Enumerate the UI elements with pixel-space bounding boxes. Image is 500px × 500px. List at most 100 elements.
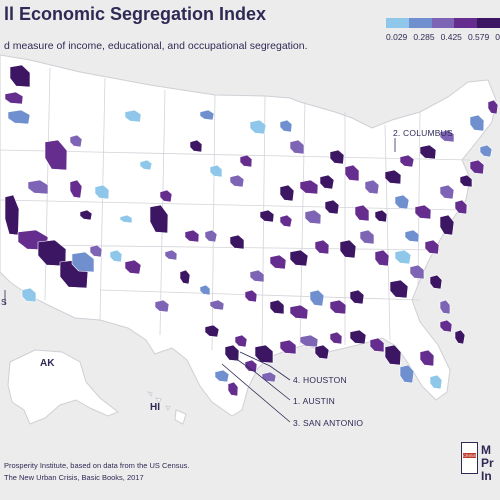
metro-area xyxy=(119,214,133,224)
metro-areas xyxy=(4,64,499,397)
metro-area xyxy=(71,251,95,273)
metro-area xyxy=(364,179,380,195)
metro-area xyxy=(279,339,297,355)
metro-area xyxy=(229,234,245,250)
callout-houston: 4. HOUSTON xyxy=(293,375,347,385)
legend-labels: 0.029 0.285 0.425 0.579 0 xyxy=(386,32,500,42)
metro-area xyxy=(314,239,330,255)
metro-area xyxy=(344,164,360,182)
metro-area xyxy=(244,289,258,303)
metro-area xyxy=(269,299,285,315)
metro-area xyxy=(419,349,435,367)
metro-area xyxy=(414,204,432,220)
legend-label: 0.285 xyxy=(413,32,435,42)
metro-area xyxy=(339,239,357,259)
source-line-2: The New Urban Crisis, Basic Books, 2017 xyxy=(4,473,144,482)
alaska-land xyxy=(7,349,119,425)
legend-swatch-4 xyxy=(454,18,478,28)
metro-area xyxy=(424,239,440,255)
metro-area xyxy=(164,249,178,261)
metro-area xyxy=(349,289,365,305)
metro-area xyxy=(329,149,345,165)
metro-area xyxy=(199,284,211,296)
metro-area xyxy=(124,259,142,275)
metro-area xyxy=(149,204,169,234)
us-land xyxy=(0,54,497,417)
metro-area xyxy=(227,381,239,397)
metro-area xyxy=(21,287,37,303)
metro-area xyxy=(439,319,453,333)
metro-area xyxy=(204,324,220,338)
metro-area xyxy=(439,129,455,143)
metro-area xyxy=(384,169,402,185)
metro-area xyxy=(389,279,409,299)
metro-area xyxy=(439,214,455,236)
metro-area xyxy=(254,344,274,364)
legend: 0.029 0.285 0.425 0.579 0 xyxy=(386,18,500,42)
logo-line: In xyxy=(481,469,492,483)
legend-label: 0.425 xyxy=(440,32,462,42)
metro-area xyxy=(239,154,253,168)
metro-area xyxy=(359,229,375,245)
metro-area xyxy=(229,174,245,188)
legend-swatch-1 xyxy=(386,18,409,28)
metro-area xyxy=(189,139,203,153)
metro-area xyxy=(289,139,305,155)
metro-area xyxy=(354,204,370,222)
legend-label: 0.579 xyxy=(467,32,490,42)
metro-area xyxy=(319,174,335,190)
logo-badge: CRISIS xyxy=(463,453,477,458)
legend-label: 0 xyxy=(495,32,500,42)
metro-area xyxy=(259,209,275,223)
metro-area xyxy=(429,374,443,390)
metro-area xyxy=(154,299,170,313)
metro-area xyxy=(329,299,347,315)
metro-area xyxy=(289,249,309,267)
metro-area xyxy=(199,109,215,121)
metro-area xyxy=(394,249,412,265)
metro-area xyxy=(324,199,340,215)
metro-area xyxy=(139,159,153,171)
metro-area xyxy=(209,299,225,311)
metro-area xyxy=(304,209,322,225)
metro-area xyxy=(159,189,173,203)
callout-columbus: 2. COLUMBUS xyxy=(393,128,453,138)
metro-area xyxy=(94,184,110,200)
metro-area xyxy=(184,229,200,243)
institute-logo: CRISIS M Pr In xyxy=(461,442,500,494)
source-line-1: Prosperity Institute, based on data from… xyxy=(4,461,190,470)
legend-color-bar xyxy=(386,18,500,28)
metro-area xyxy=(404,229,420,243)
legend-swatch-3 xyxy=(431,18,455,28)
metro-area xyxy=(469,159,485,175)
legend-swatch-5 xyxy=(477,18,500,28)
metro-area xyxy=(487,99,499,115)
metro-area xyxy=(9,64,31,88)
metro-area xyxy=(454,199,468,215)
map-title: ll Economic Segregation Index xyxy=(4,4,267,24)
logo-line: Pr xyxy=(481,456,494,470)
metro-area xyxy=(69,134,83,148)
metro-area xyxy=(399,154,415,168)
metro-area xyxy=(214,369,230,383)
metro-area xyxy=(314,344,330,360)
metro-area xyxy=(469,114,485,132)
metro-area xyxy=(279,184,295,202)
metro-area xyxy=(374,249,390,267)
metro-area xyxy=(204,229,218,243)
metro-area xyxy=(4,91,24,105)
metro-area xyxy=(374,209,388,223)
metro-area xyxy=(349,329,367,345)
metro-area xyxy=(454,329,466,345)
callout-austin: 1. AUSTIN xyxy=(293,396,335,406)
callout-cutoff: S xyxy=(1,297,7,307)
metro-area xyxy=(289,304,309,320)
metro-area xyxy=(261,371,277,383)
metro-area xyxy=(369,337,385,353)
metro-area xyxy=(234,334,248,348)
metro-area xyxy=(279,214,293,228)
callout-san-antonio: 3. SAN ANTONIO xyxy=(293,418,364,428)
metro-area xyxy=(249,269,265,283)
metro-area xyxy=(44,139,68,171)
metro-area xyxy=(329,331,343,345)
